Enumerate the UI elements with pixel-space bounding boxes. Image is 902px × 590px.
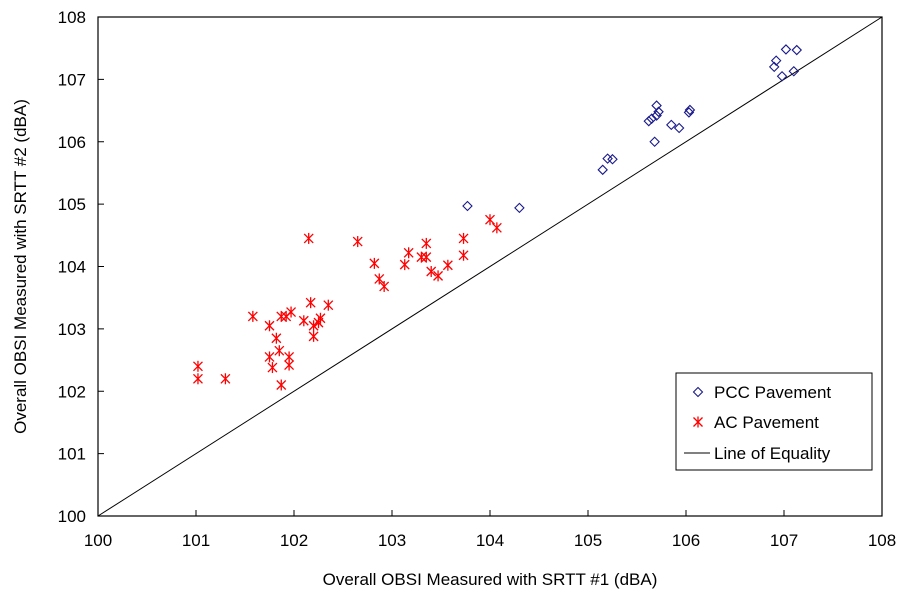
x-tick-label: 103 [378,531,406,550]
pcc-pavement-point [646,113,657,124]
data-points [193,44,803,391]
pcc-pavement-point [649,136,660,148]
pcc-pavement-point [462,200,473,212]
x-tick-label: 100 [84,531,112,550]
ac-pavement-point [193,360,203,372]
ac-pavement-point [303,232,314,244]
legend-label-ac-pavement: AC Pavement [714,413,819,432]
pcc-pavement-point [776,70,788,82]
pcc-pavement-point [514,202,525,214]
legend-marker-pcc-pavement [692,386,704,398]
ac-pavement-point [491,222,502,234]
x-tick-label: 107 [770,531,798,550]
ac-pavement-point [403,247,414,259]
x-tick-label: 104 [476,531,504,550]
y-tick-label: 106 [58,133,86,152]
y-tick-labels: 100 101 102 103 104 105 106 107 108 [58,8,86,526]
pcc-pavement-point [791,44,803,56]
ac-pavement-point [421,237,432,249]
ac-pavement-point [485,214,495,226]
ac-pavement-point [193,373,203,385]
y-tick-label: 102 [58,382,86,401]
ac-pavement-point [308,330,319,342]
legend-diamond [692,386,704,398]
x-tick-label: 105 [574,531,602,550]
ac-pavement-point [267,362,278,374]
y-tick-label: 103 [58,320,86,339]
legend: PCC Pavement AC Pavement Line of Equalit… [675,372,873,471]
ac-pavement-point [281,310,292,322]
x-tick-label: 106 [672,531,700,550]
legend-label-pcc-pavement: PCC Pavement [714,383,831,402]
pcc-pavement-point [673,122,685,134]
y-axis-label: Overall OBSI Measured with SRTT #2 (dBA) [11,99,30,434]
legend-asterisk [693,416,703,428]
pcc-pavement-point [770,55,782,66]
ac-pavement-point [286,306,297,318]
ac-pavement-point [379,280,390,292]
legend-marker-ac-pavement [693,416,703,428]
ac-pavement-point [315,312,326,324]
ac-pavement-point [458,249,469,261]
ac-pavement-point [284,359,295,371]
pcc-pavement-point [653,106,664,118]
ac-pavement-point [416,251,427,263]
pcc-pavement-point [651,110,662,121]
ac-pavement-point [399,259,410,271]
pcc-pavement-point [651,100,662,111]
ac-pavement-point [271,332,282,344]
y-tick-label: 108 [58,8,86,27]
ac-pavement-point [298,315,309,327]
y-tick-label: 100 [58,507,86,526]
ac-pavement-point [274,345,285,357]
ac-pavement-point [264,351,275,363]
ac-pavement-point [421,251,432,263]
ac-pavement-point [433,270,444,282]
y-tick-label: 101 [58,445,86,464]
pcc-pavement-point [684,104,696,116]
pcc-pavement-point [643,115,655,127]
pcc-pavement-point [666,119,677,131]
ac-pavement-point [276,310,287,322]
plot-area-frame [97,16,883,517]
legend-label-line-of-equality: Line of Equality [714,444,831,463]
ac-pavement-point [458,232,469,244]
ac-pavement-point [264,320,275,332]
ac-pavement-point [369,257,380,269]
ac-pavement-point [374,273,385,285]
pcc-pavement-point [768,61,780,73]
pcc-pavement-point [597,164,608,176]
pcc-pavement-point [788,65,800,77]
pcc-pavement-point [607,153,618,165]
ac-pavement-point [426,265,437,277]
x-tick-labels: 100 101 102 103 104 105 106 107 108 [84,531,896,550]
ac-pavement-point [220,373,231,385]
ac-pavement-point [247,310,258,322]
x-tick-label: 102 [280,531,308,550]
legend-box [675,372,873,471]
x-tick-label: 108 [868,531,896,550]
y-tick-label: 105 [58,195,86,214]
ac-pavement-point [305,297,316,309]
y-tick-label: 107 [58,70,86,89]
pcc-pavement-point [780,44,792,55]
line-of-equality [97,16,883,517]
x-tick-label: 101 [182,531,210,550]
x-axis-label: Overall OBSI Measured with SRTT #1 (dBA) [323,570,658,589]
ac-pavement-point [442,259,453,271]
ac-pavement-point [323,299,334,311]
y-tick-label: 104 [58,258,86,277]
ac-pavement-point [352,236,363,248]
ac-pavement-point [276,379,287,391]
